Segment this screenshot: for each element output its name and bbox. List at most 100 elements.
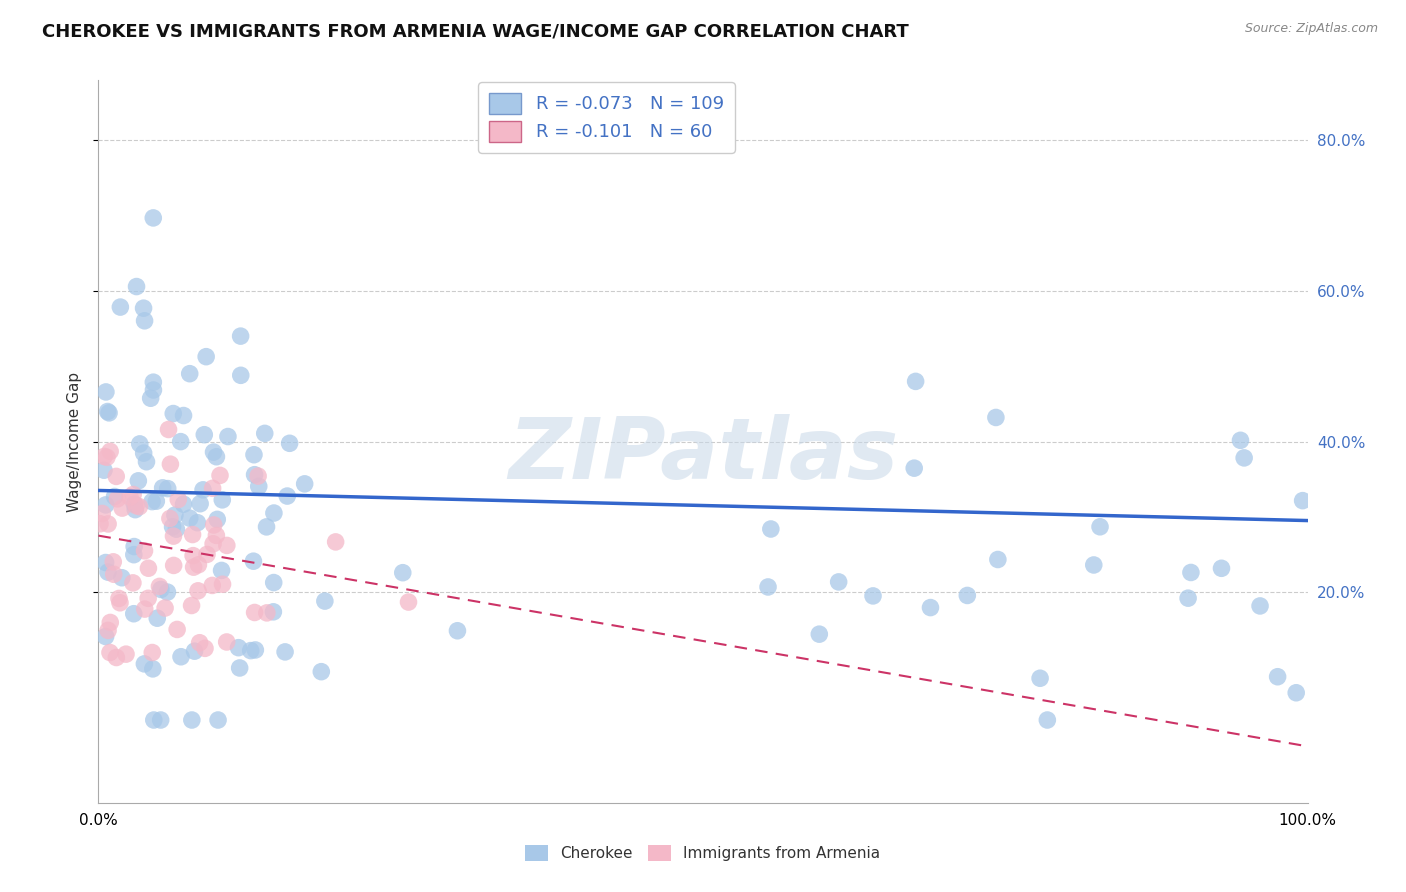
Point bbox=[242, 554, 264, 568]
Point bbox=[134, 314, 156, 328]
Point bbox=[904, 375, 927, 389]
Point bbox=[159, 457, 181, 471]
Point bbox=[94, 384, 117, 399]
Point bbox=[228, 661, 250, 675]
Point bbox=[808, 627, 831, 641]
Point bbox=[202, 445, 225, 459]
Point bbox=[166, 623, 188, 637]
Point bbox=[163, 558, 186, 573]
Point bbox=[202, 518, 225, 533]
Point bbox=[276, 489, 298, 503]
Point bbox=[173, 497, 195, 511]
Point bbox=[202, 537, 225, 551]
Point bbox=[152, 481, 174, 495]
Point bbox=[93, 450, 115, 464]
Point bbox=[1285, 686, 1308, 700]
Point bbox=[122, 548, 145, 562]
Point bbox=[228, 640, 250, 655]
Point bbox=[115, 647, 138, 661]
Point bbox=[1233, 450, 1256, 465]
Point bbox=[215, 635, 238, 649]
Point bbox=[162, 407, 184, 421]
Point bbox=[862, 589, 884, 603]
Point bbox=[920, 600, 942, 615]
Point bbox=[97, 404, 120, 418]
Point bbox=[188, 636, 211, 650]
Point bbox=[314, 594, 336, 608]
Point bbox=[132, 301, 155, 315]
Point bbox=[124, 502, 146, 516]
Point bbox=[128, 437, 150, 451]
Point bbox=[141, 646, 163, 660]
Point bbox=[138, 561, 160, 575]
Point bbox=[195, 350, 218, 364]
Point bbox=[141, 494, 163, 508]
Text: CHEROKEE VS IMMIGRANTS FROM ARMENIA WAGE/INCOME GAP CORRELATION CHART: CHEROKEE VS IMMIGRANTS FROM ARMENIA WAGE… bbox=[42, 22, 908, 40]
Point bbox=[135, 455, 157, 469]
Point bbox=[132, 446, 155, 460]
Point bbox=[759, 522, 782, 536]
Point bbox=[124, 497, 146, 511]
Point bbox=[195, 548, 218, 562]
Point bbox=[1036, 713, 1059, 727]
Point bbox=[97, 565, 120, 579]
Point bbox=[127, 474, 149, 488]
Point bbox=[446, 624, 468, 638]
Point bbox=[294, 476, 316, 491]
Point bbox=[193, 427, 215, 442]
Point bbox=[103, 555, 125, 569]
Point bbox=[149, 713, 172, 727]
Point bbox=[94, 556, 117, 570]
Point bbox=[97, 516, 120, 531]
Point bbox=[211, 492, 233, 507]
Point bbox=[98, 615, 121, 630]
Point bbox=[253, 426, 276, 441]
Point bbox=[162, 520, 184, 534]
Point bbox=[263, 506, 285, 520]
Point bbox=[211, 564, 233, 578]
Point bbox=[149, 582, 172, 597]
Point bbox=[756, 580, 779, 594]
Point bbox=[201, 578, 224, 592]
Point bbox=[105, 650, 128, 665]
Point bbox=[205, 450, 228, 464]
Point bbox=[1088, 520, 1111, 534]
Point bbox=[170, 649, 193, 664]
Point bbox=[1177, 591, 1199, 606]
Point bbox=[1180, 566, 1202, 580]
Text: ZIPatlas: ZIPatlas bbox=[508, 415, 898, 498]
Point bbox=[205, 528, 228, 542]
Point bbox=[1211, 561, 1233, 575]
Point bbox=[107, 491, 129, 506]
Point bbox=[391, 566, 413, 580]
Point bbox=[827, 574, 849, 589]
Point bbox=[956, 589, 979, 603]
Point bbox=[98, 406, 121, 420]
Point bbox=[98, 646, 121, 660]
Point bbox=[263, 575, 285, 590]
Point bbox=[105, 469, 128, 483]
Point bbox=[245, 643, 267, 657]
Point bbox=[984, 410, 1007, 425]
Point bbox=[165, 522, 187, 536]
Point bbox=[162, 529, 184, 543]
Point bbox=[111, 501, 134, 516]
Point bbox=[110, 300, 132, 314]
Point bbox=[181, 527, 204, 541]
Point bbox=[188, 497, 211, 511]
Text: Source: ZipAtlas.com: Source: ZipAtlas.com bbox=[1244, 22, 1378, 36]
Point bbox=[97, 624, 120, 638]
Point bbox=[94, 498, 117, 512]
Point bbox=[183, 644, 205, 658]
Point bbox=[167, 492, 190, 507]
Point bbox=[142, 375, 165, 389]
Point bbox=[311, 665, 333, 679]
Point bbox=[229, 329, 252, 343]
Point bbox=[187, 583, 209, 598]
Point bbox=[170, 434, 193, 449]
Point bbox=[243, 606, 266, 620]
Point bbox=[156, 482, 179, 496]
Point bbox=[183, 560, 205, 574]
Point bbox=[274, 645, 297, 659]
Point bbox=[89, 516, 111, 531]
